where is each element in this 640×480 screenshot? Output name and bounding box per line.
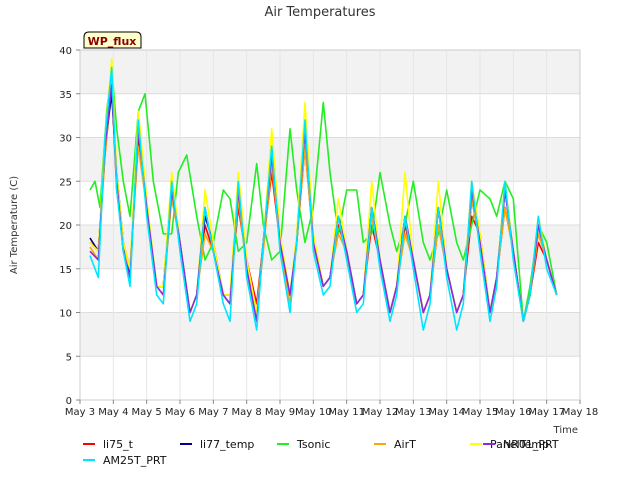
x-tick-label: May 15 — [462, 407, 499, 418]
x-tick-label: May 6 — [165, 407, 195, 418]
x-tick-label: May 3 — [65, 407, 95, 418]
x-tick-label: May 8 — [232, 407, 262, 418]
legend-label: li75_t — [103, 438, 134, 451]
x-tick-label: May 12 — [362, 407, 399, 418]
legend: li75_t li77_temp Tsonic AirT PanelTempNR01_P… — [83, 438, 559, 467]
plot-background — [80, 50, 580, 357]
series-layer — [89, 57, 558, 331]
series-line-paneltemp — [89, 57, 558, 323]
series-line-am25t-prt — [89, 66, 558, 331]
y-tick-label: 35 — [59, 90, 72, 101]
x-tick-label: May 5 — [132, 407, 162, 418]
x-tick-label: May 9 — [265, 407, 295, 418]
y-tick-label: 15 — [59, 265, 72, 276]
y-tick-label: 30 — [59, 134, 72, 145]
legend-label: NR01_PRT — [503, 438, 559, 451]
y-axis-ticks: 0 5 10 15 20 25 30 35 40 — [59, 46, 80, 407]
background-band — [80, 225, 580, 269]
x-tick-label: May 13 — [395, 407, 432, 418]
wp-flux-badge: WP_flux — [83, 31, 142, 49]
background-band — [80, 50, 580, 94]
x-tick-label: May 11 — [328, 407, 365, 418]
y-tick-label: 20 — [59, 221, 72, 232]
y-tick-label: 10 — [59, 309, 72, 320]
y-tick-label: 5 — [66, 352, 72, 363]
legend-label: Tsonic — [296, 438, 330, 451]
background-band — [80, 312, 580, 357]
y-tick-label: 40 — [59, 46, 72, 57]
legend-label: li77_temp — [200, 438, 254, 451]
legend-label: PanelTemp — [490, 438, 549, 451]
y-axis-title: Air Temperature (C) — [9, 176, 20, 274]
x-tick-label: May 7 — [198, 407, 228, 418]
legend-label: AirT — [394, 438, 416, 451]
badge-label: WP_flux — [88, 35, 137, 48]
legend-label: AM25T_PRT — [103, 454, 167, 467]
x-tick-label: May 14 — [428, 407, 465, 418]
chart-title: Air Temperatures — [264, 5, 375, 20]
x-tick-label: May 4 — [98, 407, 128, 418]
x-tick-label: May 10 — [295, 407, 332, 418]
y-tick-label: 0 — [66, 396, 72, 407]
x-tick-label: May 18 — [562, 407, 599, 418]
x-tick-label: May 16 — [495, 407, 532, 418]
x-tick-label: May 17 — [528, 407, 565, 418]
x-axis-title: Time — [553, 425, 578, 436]
y-tick-label: 25 — [59, 177, 72, 188]
x-axis-ticks: May 3 May 4 May 5 May 6 May 7 May 8 May 9 May 1… — [65, 400, 598, 418]
